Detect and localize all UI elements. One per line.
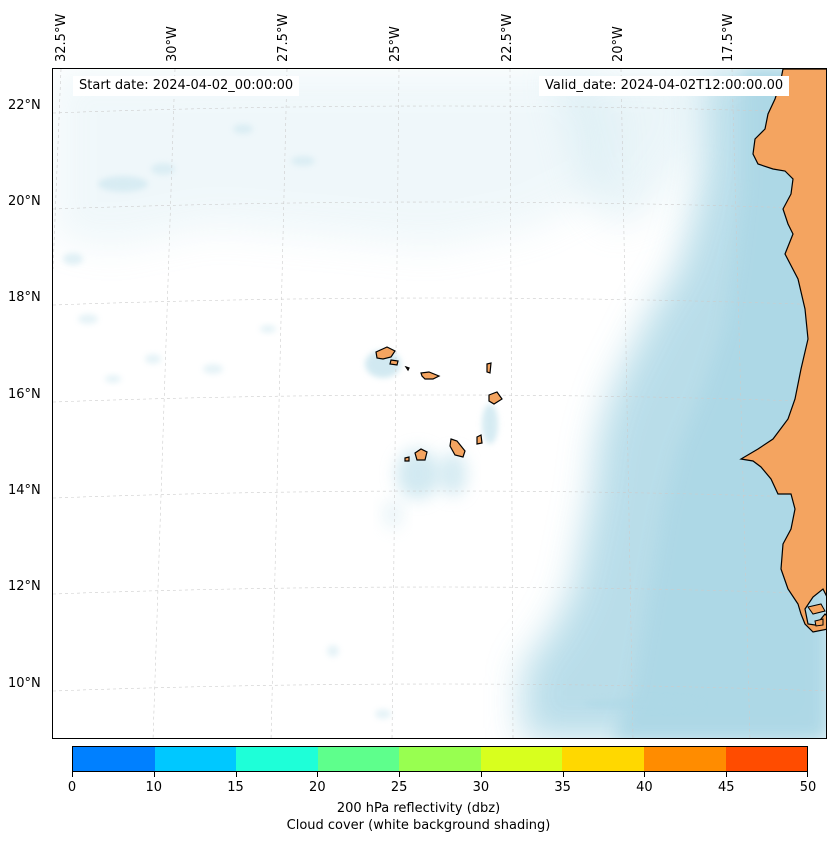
colorbar-tick — [317, 772, 319, 777]
colorbar-subtitle: Cloud cover (white background shading) — [286, 818, 551, 833]
sao-nicolau-island — [420, 371, 441, 380]
start-date-label: Start date: 2024-04-02_00:00:00 — [73, 76, 300, 96]
lon-label: 27.5°W — [276, 13, 291, 62]
colorbar-tick — [807, 772, 808, 777]
colorbar-segment — [480, 747, 563, 771]
colorbar-tick — [726, 772, 728, 777]
colorbar-tick — [644, 772, 646, 777]
sao-vicente-island — [389, 359, 399, 366]
colorbar-tick — [72, 772, 73, 777]
cloud-cover-layer — [53, 69, 826, 738]
colorbar-tick-label: 30 — [472, 780, 490, 795]
lon-label: 20°W — [611, 26, 626, 62]
colorbar-segment — [643, 747, 726, 771]
lat-label: 20°N — [8, 194, 41, 209]
colorbar-tick-label: 10 — [145, 780, 163, 795]
cape-verde-islands — [375, 346, 503, 462]
colorbar-segment — [317, 747, 400, 771]
valid-date-label: Valid_date: 2024-04-02T12:00:00.00 — [539, 76, 790, 96]
colorbar-tick-label: 40 — [636, 780, 653, 795]
boa-vista-island — [488, 391, 503, 405]
colorbar-tick — [399, 772, 401, 777]
brava-island — [404, 456, 410, 462]
lon-label: 25°W — [388, 26, 403, 62]
lon-label: 22.5°W — [500, 13, 515, 62]
maio-island — [476, 434, 483, 445]
colorbar-segment — [73, 747, 155, 771]
lat-label: 10°N — [8, 676, 41, 691]
colorbar-segment — [154, 747, 237, 771]
colorbar-tick — [480, 772, 482, 777]
lon-label: 17.5°W — [721, 13, 736, 62]
fogo-island — [414, 448, 428, 461]
colorbar-tick — [562, 772, 564, 777]
lon-label: 30°W — [165, 26, 180, 62]
colorbar-title: 200 hPa reflectivity (dbz) — [336, 801, 501, 816]
lat-label: 18°N — [8, 290, 41, 305]
colorbar-segment — [725, 747, 808, 771]
lat-label: 22°N — [8, 98, 41, 113]
colorbar-tick-label: 45 — [717, 780, 735, 795]
lat-label: 16°N — [8, 387, 41, 402]
colorbar-segment — [236, 747, 318, 771]
colorbar-segment — [562, 747, 644, 771]
colorbar-tick-label: 20 — [309, 780, 326, 795]
santo-antao-island — [375, 346, 396, 360]
map-canvas[interactable] — [53, 69, 827, 739]
colorbar-tick-label: 0 — [67, 780, 77, 795]
map-panel[interactable] — [52, 68, 827, 739]
colorbar-tick-label: 25 — [390, 780, 408, 795]
santiago-island — [449, 438, 466, 458]
colorbar-tick — [153, 772, 155, 777]
lon-label: 32.5°W — [54, 13, 69, 62]
colorbar-tick — [235, 772, 237, 777]
santa-luzia-island — [404, 365, 410, 372]
reflectivity-colorbar — [72, 746, 808, 772]
sal-island — [486, 362, 492, 374]
africa-landmass — [739, 69, 826, 633]
graticule — [53, 69, 826, 738]
colorbar-tick-label: 35 — [554, 780, 571, 795]
colorbar-tick-label: 50 — [799, 780, 817, 795]
colorbar-segment — [399, 747, 481, 771]
colorbar-tick-label: 15 — [227, 780, 244, 795]
lat-label: 14°N — [8, 483, 41, 498]
lat-label: 12°N — [8, 579, 41, 594]
